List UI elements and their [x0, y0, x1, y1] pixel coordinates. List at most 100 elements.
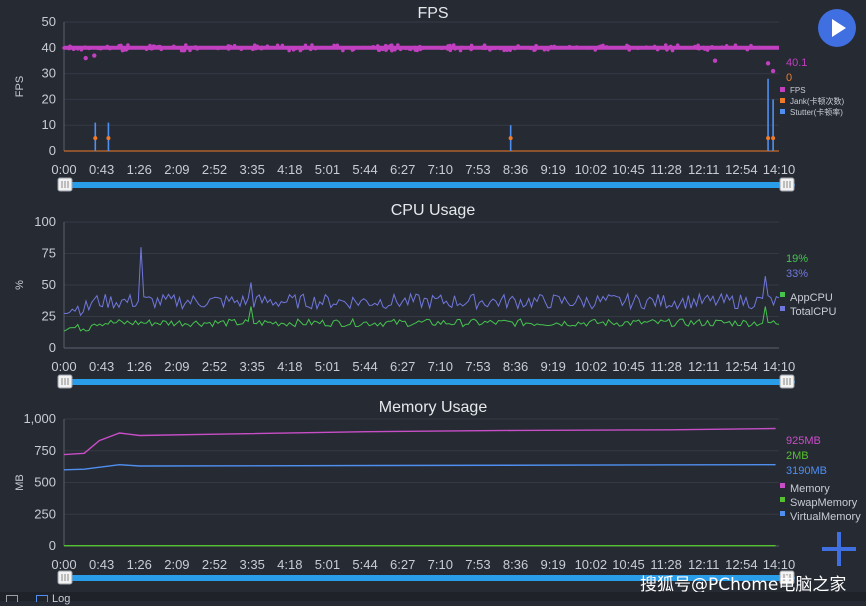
fps-point — [488, 48, 492, 52]
y-tick-label: 0 — [49, 340, 56, 355]
time-range-slider[interactable] — [60, 575, 795, 581]
fps-point — [396, 43, 400, 47]
chart-title: Memory Usage — [379, 399, 488, 416]
fps-point — [265, 44, 270, 49]
log-checkbox[interactable] — [36, 595, 48, 602]
fps-point — [153, 44, 157, 49]
fps-point — [710, 44, 714, 49]
x-tick-label: 12:54 — [725, 359, 758, 374]
x-tick-label: 1:26 — [127, 359, 152, 374]
fps-point — [226, 45, 231, 49]
legend-entry: SwapMemory — [790, 497, 858, 509]
fps-point — [604, 45, 609, 49]
log-checkbox-label: Log — [52, 593, 71, 605]
fps-point — [675, 43, 680, 47]
legend-entry: TotalCPU — [790, 306, 837, 318]
current-value: 40.1 — [786, 57, 807, 69]
fps-point — [451, 43, 456, 47]
fps-point — [533, 47, 537, 52]
fps-point — [232, 43, 237, 48]
fps-point — [71, 47, 76, 52]
fps-point — [303, 43, 308, 48]
add-button[interactable] — [822, 532, 856, 566]
x-tick-label: 8:36 — [503, 557, 528, 572]
time-range-slider[interactable] — [60, 182, 795, 188]
current-value: 3190MB — [786, 465, 827, 477]
fps-point — [508, 48, 512, 52]
fps-point — [663, 43, 668, 47]
y-tick-label: 25 — [42, 309, 56, 324]
fps-point — [407, 47, 412, 51]
current-value: 925MB — [786, 435, 821, 447]
time-range-slider[interactable] — [60, 379, 795, 385]
x-tick-label: 5:44 — [352, 359, 377, 374]
y-tick-label: 75 — [42, 246, 56, 261]
x-tick-label: 11:28 — [650, 557, 682, 572]
fps-point — [567, 44, 572, 49]
window-icon[interactable] — [6, 595, 18, 602]
fps-point — [156, 44, 161, 49]
fps-point — [644, 45, 649, 49]
x-tick-label: 7:10 — [428, 162, 453, 177]
fps-point — [335, 43, 340, 48]
fps-point — [252, 43, 257, 48]
play-button[interactable] — [818, 9, 856, 47]
x-tick-label: 11:28 — [650, 162, 682, 177]
fps-point — [665, 48, 669, 52]
fps-point — [351, 47, 356, 52]
fps-point — [398, 47, 403, 52]
x-tick-label: 12:11 — [688, 359, 720, 374]
fps-point — [188, 48, 192, 53]
x-tick-label: 0:00 — [51, 359, 76, 374]
current-value: 33% — [786, 268, 808, 280]
y-axis-label: FPS — [14, 76, 26, 97]
fps-point — [627, 44, 631, 49]
x-tick-label: 10:45 — [612, 557, 645, 572]
x-tick-label: 2:09 — [164, 162, 189, 177]
y-tick-label: 50 — [42, 14, 56, 29]
fps-point — [460, 45, 464, 50]
fps-point — [287, 48, 291, 53]
jank-point — [106, 136, 111, 141]
fps-point — [159, 47, 164, 52]
fps-point — [235, 45, 240, 50]
series-line-memory — [63, 427, 776, 456]
legend-entry: VirtualMemory — [790, 511, 861, 523]
fps-point — [453, 46, 457, 51]
x-tick-label: 2:52 — [202, 359, 227, 374]
fps-point — [421, 46, 425, 50]
legend-swatch — [780, 98, 785, 103]
x-tick-label: 5:01 — [315, 359, 340, 374]
x-tick-label: 0:43 — [89, 557, 114, 572]
x-tick-label: 10:45 — [612, 359, 645, 374]
fps-point — [280, 43, 285, 48]
fps-point — [528, 46, 533, 51]
legend-swatch — [780, 306, 785, 311]
fps-point — [341, 48, 345, 53]
fps-point — [413, 48, 418, 52]
fps-point — [462, 46, 467, 50]
fps-drop-point — [765, 61, 771, 66]
fps-point — [601, 43, 605, 48]
fps-point — [390, 48, 394, 53]
chart-title: FPS — [417, 5, 448, 22]
x-tick-label: 8:36 — [503, 359, 528, 374]
fps-point — [469, 47, 473, 52]
fps-drop-point — [712, 58, 718, 63]
fps-point — [733, 43, 738, 47]
fps-point — [149, 46, 154, 51]
fps-point — [542, 47, 547, 51]
fps-drop-point — [770, 68, 776, 74]
fps-point — [68, 44, 72, 49]
fps-point — [83, 45, 87, 50]
legend-entry: Jank(卡顿次数) — [790, 96, 845, 106]
fps-point — [668, 44, 673, 49]
legend-swatch — [780, 483, 785, 488]
x-tick-label: 6:27 — [390, 557, 415, 572]
x-tick-label: 7:53 — [465, 162, 490, 177]
fps-point — [313, 46, 318, 51]
x-tick-label: 7:10 — [428, 359, 453, 374]
fps-point — [418, 44, 422, 49]
fps-point — [574, 45, 579, 49]
fps-point — [749, 43, 753, 48]
